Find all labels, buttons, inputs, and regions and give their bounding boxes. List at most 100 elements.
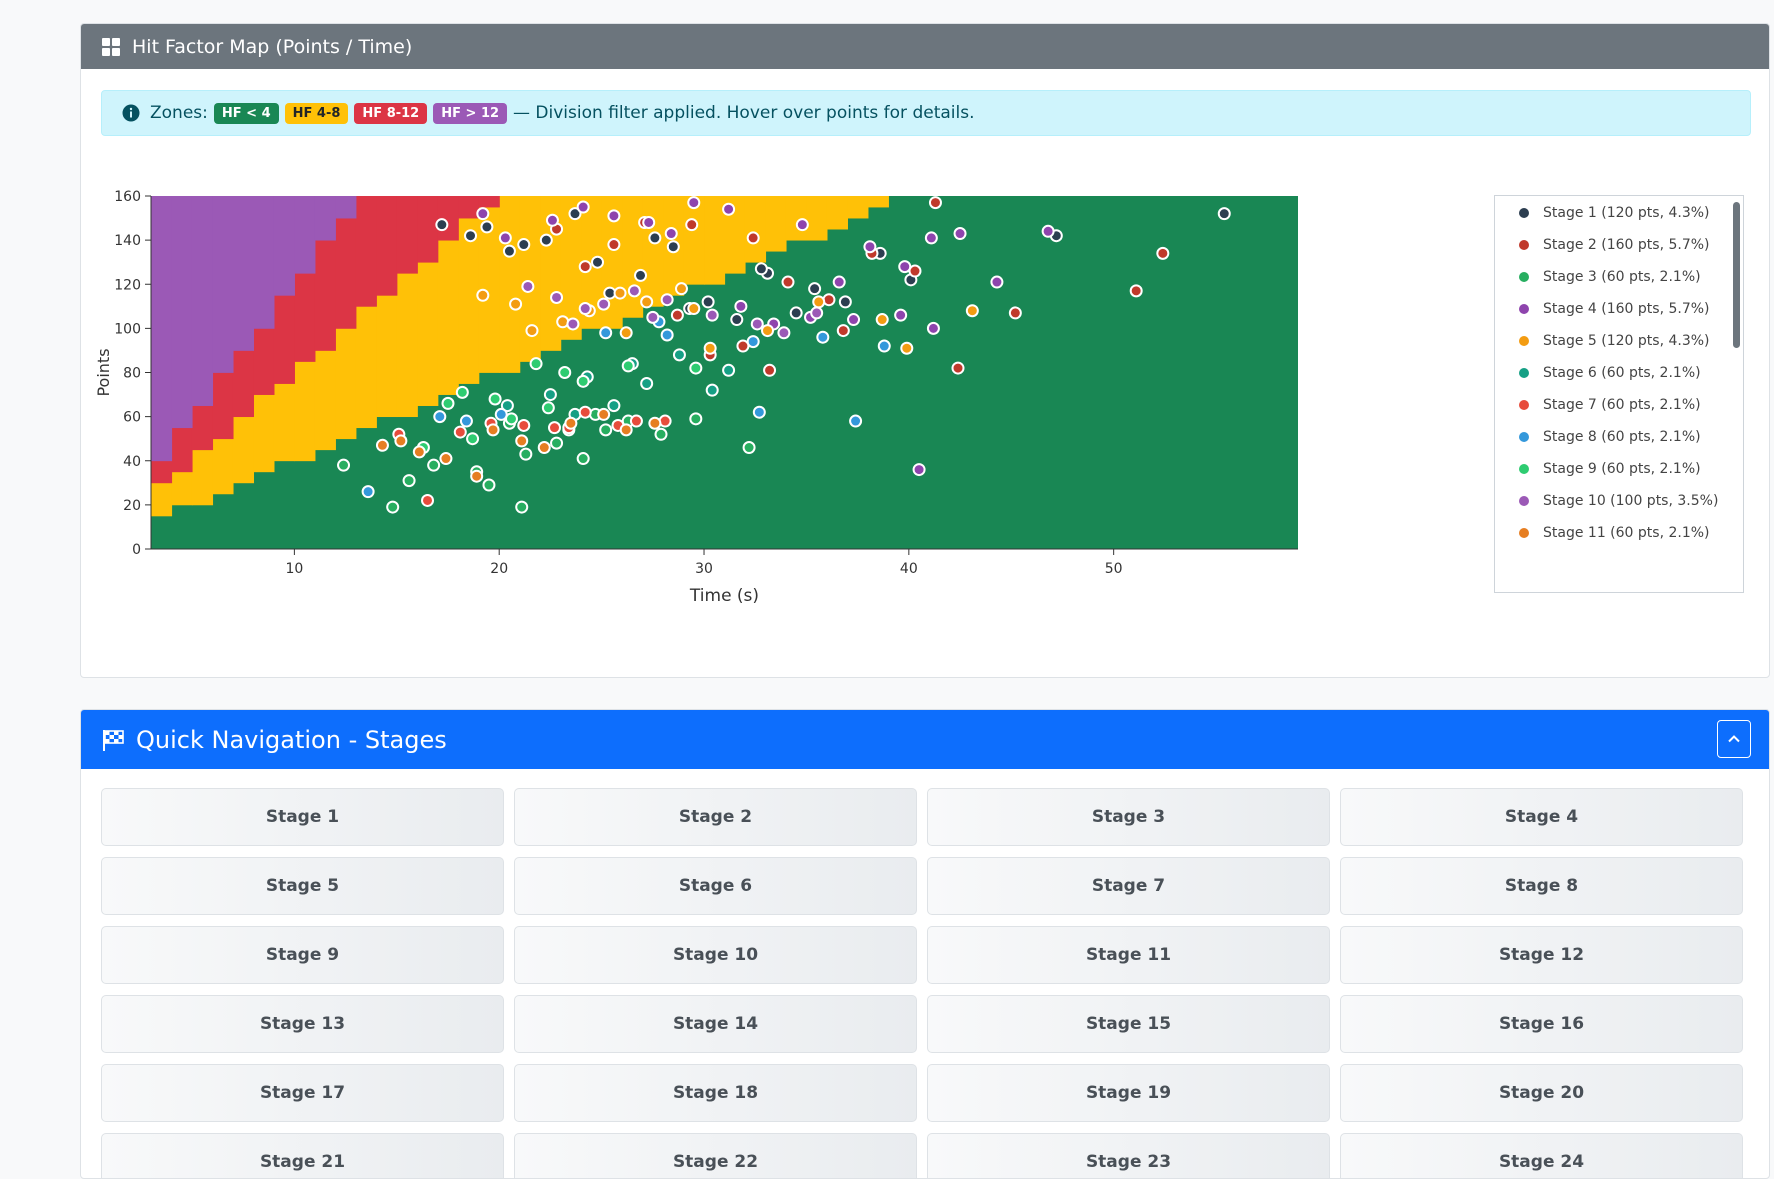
point-stage-11[interactable] bbox=[537, 441, 551, 455]
point-stage-4[interactable] bbox=[642, 215, 656, 229]
point-stage-1[interactable] bbox=[517, 238, 531, 252]
point-stage-4[interactable] bbox=[898, 260, 912, 274]
point-stage-8[interactable] bbox=[877, 339, 891, 353]
point-stage-3[interactable] bbox=[742, 441, 756, 455]
point-stage-3[interactable] bbox=[402, 474, 416, 488]
point-stage-1[interactable] bbox=[480, 220, 494, 234]
point-stage-9[interactable] bbox=[504, 412, 518, 426]
point-stage-11[interactable] bbox=[375, 438, 389, 452]
point-stage-9[interactable] bbox=[466, 432, 480, 446]
point-stage-5[interactable] bbox=[613, 286, 627, 300]
point-stage-10[interactable] bbox=[705, 308, 719, 322]
legend-item-stage-11[interactable]: Stage 11 (60 pts, 2.1%) bbox=[1519, 523, 1710, 543]
stage-button-16[interactable]: Stage 16 bbox=[1340, 995, 1743, 1053]
point-stage-9[interactable] bbox=[488, 392, 502, 406]
point-stage-2[interactable] bbox=[1156, 246, 1170, 260]
stage-button-4[interactable]: Stage 4 bbox=[1340, 788, 1743, 846]
point-stage-8[interactable] bbox=[361, 485, 375, 499]
point-stage-2[interactable] bbox=[763, 363, 777, 377]
stage-button-19[interactable]: Stage 19 bbox=[927, 1064, 1330, 1122]
point-stage-4[interactable] bbox=[894, 308, 908, 322]
stage-button-20[interactable]: Stage 20 bbox=[1340, 1064, 1743, 1122]
point-stage-4[interactable] bbox=[1041, 224, 1055, 238]
point-stage-9[interactable] bbox=[621, 359, 635, 373]
point-stage-10[interactable] bbox=[521, 279, 535, 293]
point-stage-1[interactable] bbox=[666, 240, 680, 254]
point-stage-10[interactable] bbox=[646, 310, 660, 324]
point-stage-4[interactable] bbox=[498, 231, 512, 245]
point-stage-3[interactable] bbox=[654, 427, 668, 441]
point-stage-11[interactable] bbox=[486, 423, 500, 437]
point-stage-10[interactable] bbox=[578, 302, 592, 316]
point-stage-10[interactable] bbox=[810, 306, 824, 320]
point-stage-1[interactable] bbox=[754, 262, 768, 276]
point-stage-5[interactable] bbox=[812, 295, 826, 309]
point-stage-5[interactable] bbox=[703, 341, 717, 355]
point-stage-9[interactable] bbox=[558, 366, 572, 379]
point-stage-3[interactable] bbox=[689, 412, 703, 426]
point-stage-10[interactable] bbox=[597, 297, 611, 311]
point-stage-4[interactable] bbox=[734, 299, 748, 313]
point-stage-7[interactable] bbox=[629, 414, 643, 428]
point-stage-3[interactable] bbox=[519, 447, 533, 461]
hit-factor-scatter-chart[interactable]: 0 20 40 60 80 100 120 140 160 10 20 30 40 50 Time (s)… bbox=[81, 144, 1481, 624]
point-stage-3[interactable] bbox=[550, 436, 564, 450]
point-stage-6[interactable] bbox=[543, 388, 557, 402]
point-stage-7[interactable] bbox=[421, 493, 435, 507]
stage-button-1[interactable]: Stage 1 bbox=[101, 788, 504, 846]
point-stage-6[interactable] bbox=[640, 377, 654, 391]
point-stage-4[interactable] bbox=[722, 202, 736, 216]
point-stage-4[interactable] bbox=[863, 240, 877, 254]
point-stage-1[interactable] bbox=[730, 313, 744, 327]
point-stage-3[interactable] bbox=[599, 423, 613, 437]
point-stage-2[interactable] bbox=[670, 308, 684, 322]
point-stage-4[interactable] bbox=[847, 313, 861, 327]
point-stage-4[interactable] bbox=[832, 275, 846, 289]
point-stage-1[interactable] bbox=[591, 255, 605, 269]
stage-button-17[interactable]: Stage 17 bbox=[101, 1064, 504, 1122]
legend-item-stage-5[interactable]: Stage 5 (120 pts, 4.3%) bbox=[1519, 331, 1710, 351]
point-stage-2[interactable] bbox=[1129, 284, 1143, 298]
point-stage-5[interactable] bbox=[900, 341, 914, 355]
point-stage-8[interactable] bbox=[599, 326, 613, 340]
point-stage-3[interactable] bbox=[386, 500, 400, 514]
point-stage-5[interactable] bbox=[687, 302, 701, 316]
stage-button-5[interactable]: Stage 5 bbox=[101, 857, 504, 915]
point-stage-7[interactable] bbox=[547, 421, 561, 435]
point-stage-3[interactable] bbox=[482, 478, 496, 492]
point-stage-4[interactable] bbox=[924, 231, 938, 245]
point-stage-11[interactable] bbox=[439, 452, 453, 466]
point-stage-5[interactable] bbox=[556, 315, 570, 329]
collapse-button[interactable] bbox=[1717, 720, 1751, 758]
point-stage-5[interactable] bbox=[761, 324, 775, 338]
point-stage-11[interactable] bbox=[470, 469, 484, 483]
point-stage-9[interactable] bbox=[689, 361, 703, 375]
point-stage-1[interactable] bbox=[539, 233, 553, 247]
point-stage-9[interactable] bbox=[441, 396, 455, 410]
point-stage-4[interactable] bbox=[576, 200, 590, 214]
point-stage-6[interactable] bbox=[705, 383, 719, 397]
point-stage-9[interactable] bbox=[455, 385, 469, 399]
point-stage-2[interactable] bbox=[781, 275, 795, 289]
point-stage-1[interactable] bbox=[701, 295, 715, 309]
stage-button-18[interactable]: Stage 18 bbox=[514, 1064, 917, 1122]
point-stage-5[interactable] bbox=[476, 288, 490, 302]
point-stage-11[interactable] bbox=[619, 423, 633, 437]
legend-item-stage-1[interactable]: Stage 1 (120 pts, 4.3%) bbox=[1519, 203, 1710, 223]
point-stage-7[interactable] bbox=[517, 418, 531, 432]
stage-button-15[interactable]: Stage 15 bbox=[927, 995, 1330, 1053]
point-stage-10[interactable] bbox=[660, 293, 674, 307]
stage-button-14[interactable]: Stage 14 bbox=[514, 995, 917, 1053]
point-stage-10[interactable] bbox=[750, 317, 764, 331]
legend-item-stage-7[interactable]: Stage 7 (60 pts, 2.1%) bbox=[1519, 395, 1701, 415]
point-stage-8[interactable] bbox=[849, 414, 863, 428]
point-stage-1[interactable] bbox=[568, 207, 582, 221]
stage-button-21[interactable]: Stage 21 bbox=[101, 1133, 504, 1178]
point-stage-11[interactable] bbox=[394, 434, 408, 448]
stage-button-22[interactable]: Stage 22 bbox=[514, 1133, 917, 1178]
point-stage-2[interactable] bbox=[951, 361, 965, 375]
point-stage-1[interactable] bbox=[789, 306, 803, 320]
point-stage-8[interactable] bbox=[816, 330, 830, 344]
point-stage-1[interactable] bbox=[435, 218, 449, 232]
point-stage-7[interactable] bbox=[658, 414, 672, 428]
